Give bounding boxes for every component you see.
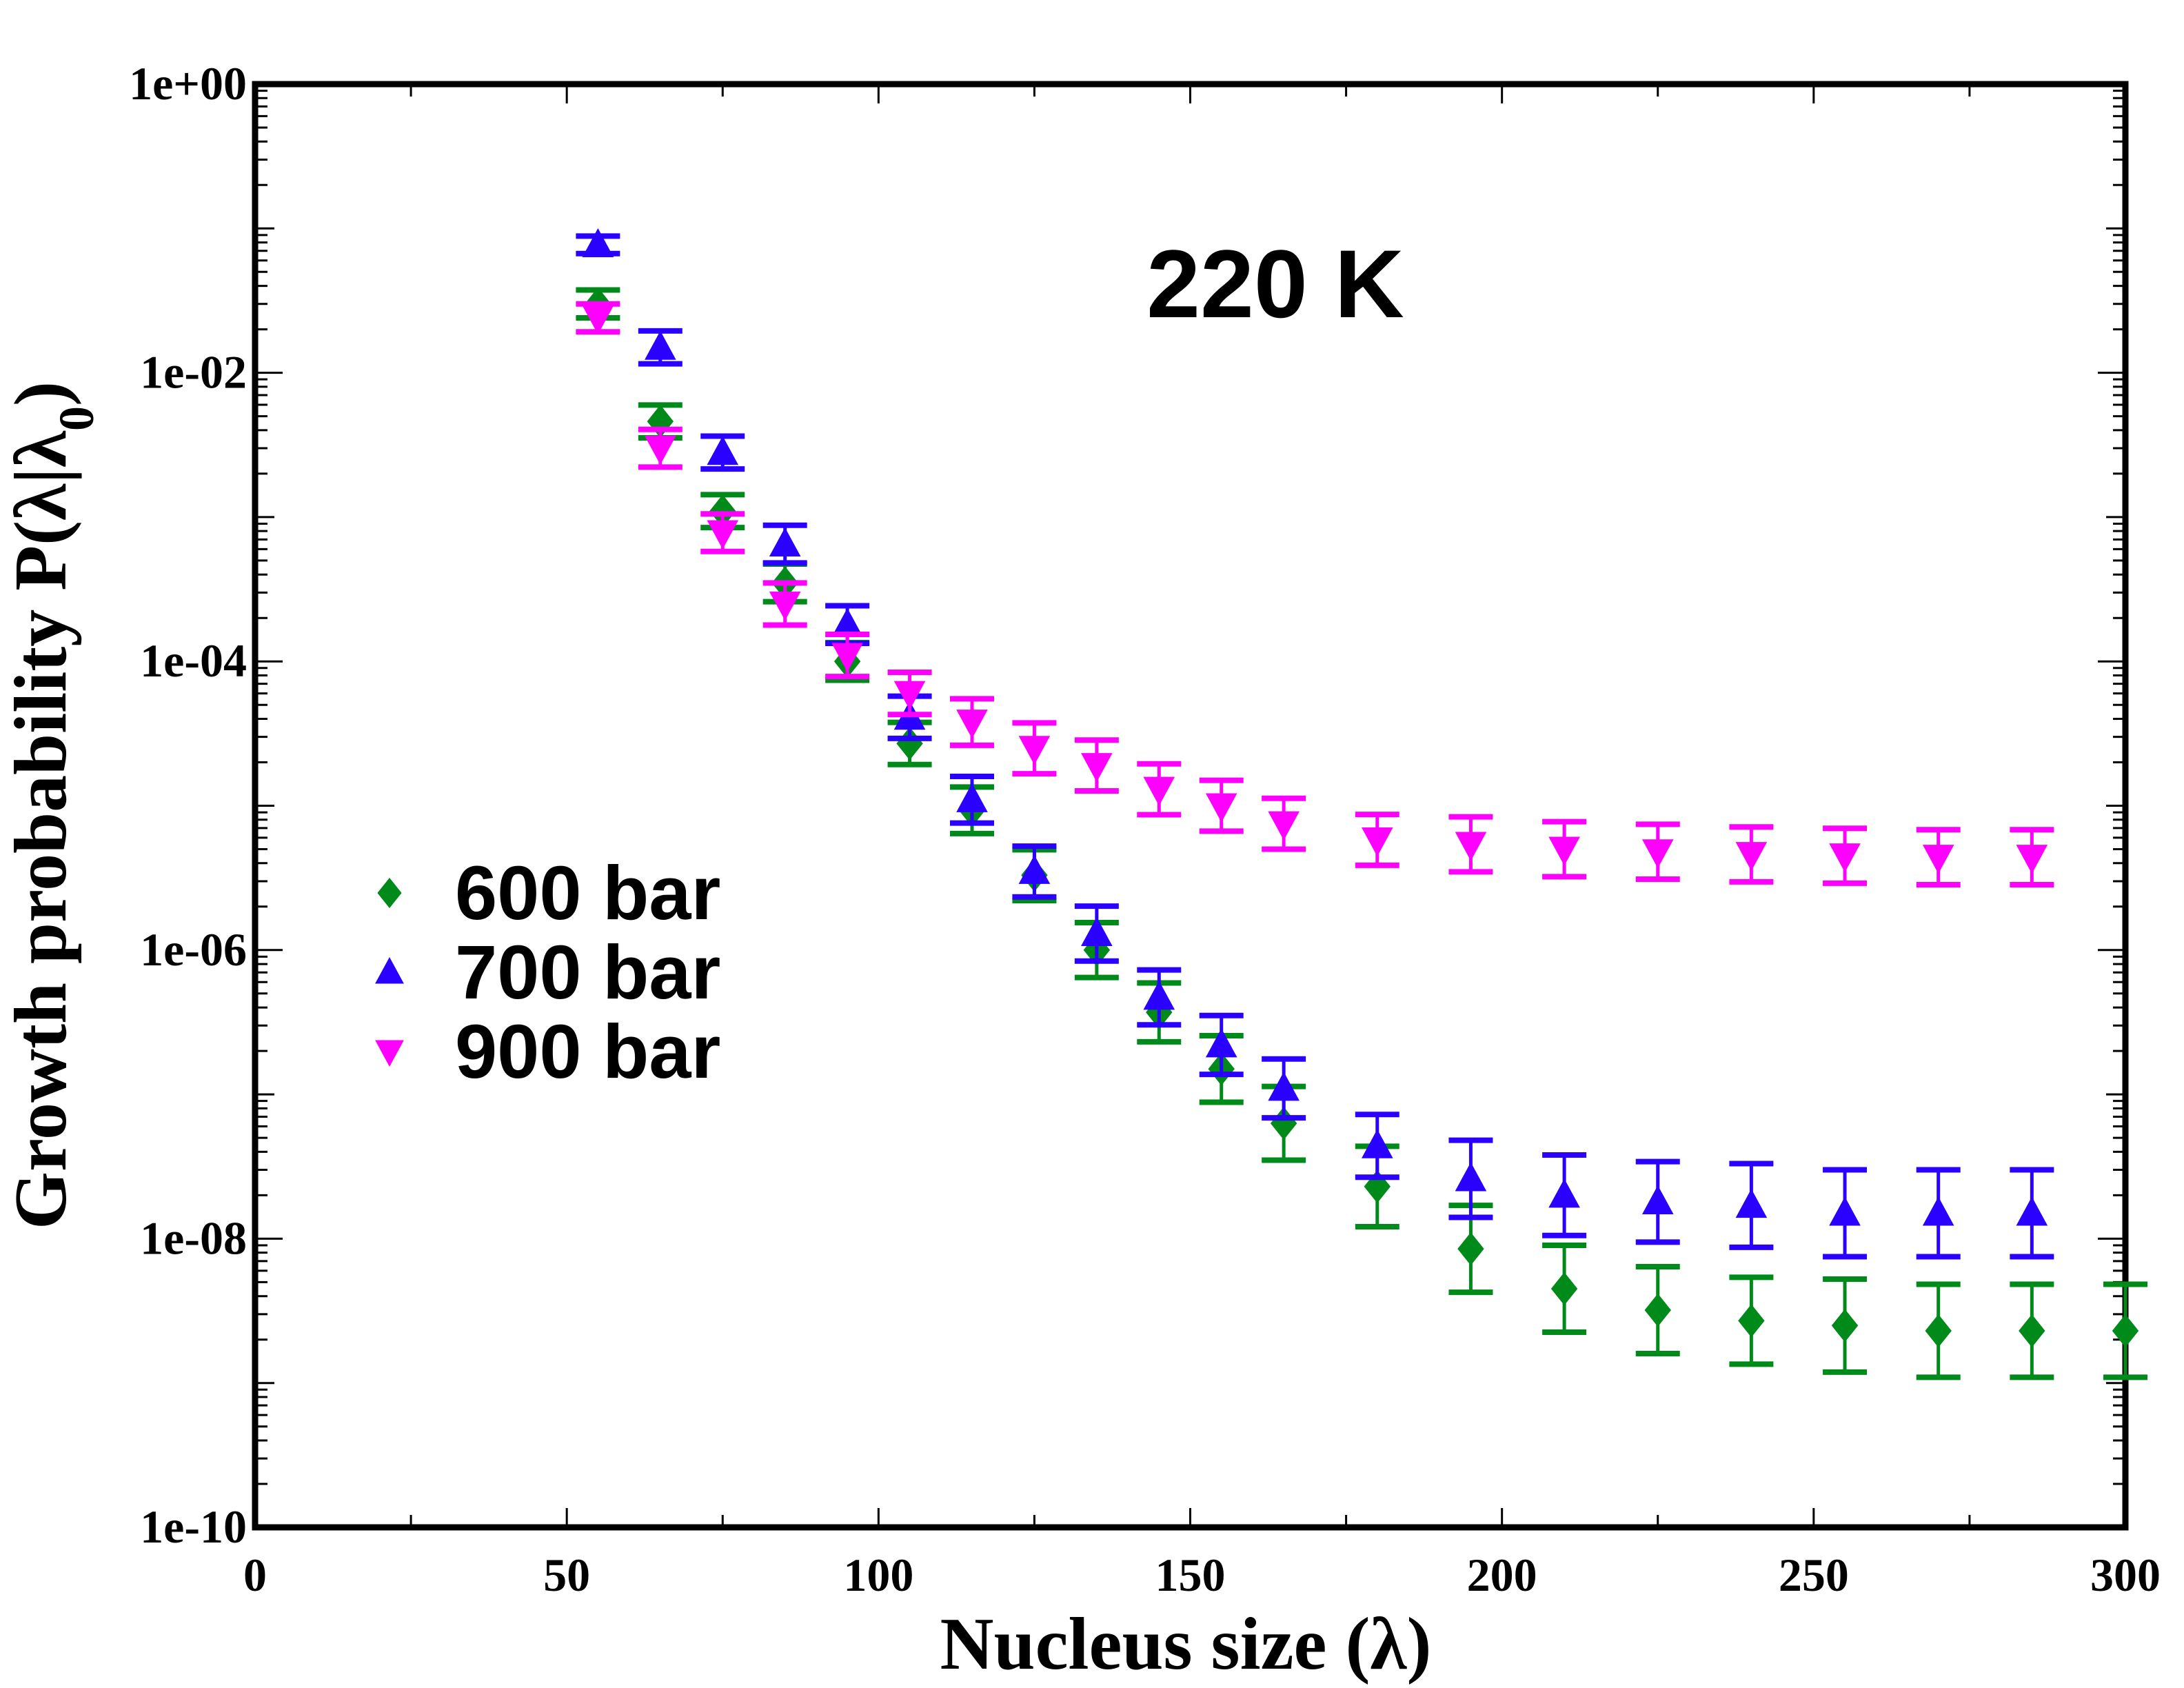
y-axis-title-sub: 0 (49, 406, 104, 431)
data-point (1548, 1178, 1580, 1208)
data-point (1641, 839, 1674, 869)
y-tick-label: 1e-08 (140, 1212, 247, 1264)
data-point (2019, 1314, 2045, 1347)
data-point (1829, 1196, 1861, 1226)
x-tick-label: 0 (243, 1549, 267, 1601)
data-point (1829, 843, 1861, 873)
y-tick-label: 1e+00 (129, 57, 247, 110)
data-point (1922, 1196, 1954, 1226)
data-point (1268, 811, 1300, 841)
y-tick-label: 1e-02 (140, 346, 247, 399)
data-point (1143, 981, 1175, 1010)
data-point (1550, 1272, 1578, 1305)
data-point (1143, 776, 1175, 806)
data-point (582, 228, 614, 258)
data-point (582, 305, 614, 335)
data-point (1831, 1309, 1859, 1343)
y-tick-label: 1e-04 (140, 634, 247, 687)
legend-marker (377, 878, 402, 908)
data-point (1644, 1293, 1671, 1327)
series-900-bar (576, 301, 2054, 887)
legend-marker (375, 1040, 404, 1067)
data-series (576, 228, 2147, 1380)
data-point (1457, 1232, 1484, 1266)
legend-marker (375, 957, 404, 984)
data-point (707, 520, 739, 550)
data-point (2016, 1196, 2048, 1226)
data-point (1205, 1028, 1237, 1058)
data-point (1018, 854, 1051, 884)
series-700-bar (576, 228, 2054, 1260)
data-point (1455, 1162, 1487, 1192)
x-tick-label: 50 (543, 1549, 590, 1601)
temperature-annotation: 220 K (1146, 230, 1404, 338)
data-point (1362, 1129, 1393, 1158)
data-point (1548, 836, 1580, 866)
legend-label: 600 bar (455, 851, 720, 936)
x-tick-label: 200 (1467, 1549, 1537, 1601)
y-axis-title-end: ) (0, 381, 82, 406)
data-point (956, 783, 988, 812)
data-point (1268, 1072, 1300, 1101)
legend-label: 900 bar (455, 1009, 720, 1094)
y-tick-label: 1e-10 (140, 1500, 247, 1553)
data-point (896, 727, 923, 761)
data-point (831, 643, 863, 672)
x-tick-label: 250 (1779, 1549, 1849, 1601)
axis-tick-labels: 0 50 100 150 200 250 300 1e+00 1e-02 1e-04 1e-06 1e… (129, 57, 2161, 1601)
data-point (1738, 1304, 1765, 1338)
data-point (769, 591, 801, 621)
y-axis-title-main: Growth probability P(λ|λ (0, 430, 82, 1229)
data-point (1205, 793, 1237, 823)
data-point (1735, 842, 1768, 872)
data-point (1270, 1107, 1297, 1141)
x-tick-label: 100 (843, 1549, 913, 1601)
data-point (769, 528, 801, 557)
data-point (1018, 736, 1051, 765)
x-axis-title: Nucleus size (λ) (940, 1603, 1432, 1685)
x-tick-label: 300 (2090, 1549, 2161, 1601)
data-point (956, 710, 988, 739)
data-point (1362, 827, 1393, 857)
data-point (893, 681, 926, 710)
data-point (1081, 916, 1113, 946)
data-point (1735, 1189, 1768, 1218)
data-point (2016, 845, 2048, 874)
data-point (1081, 753, 1113, 783)
axis-ticks (254, 83, 2127, 1529)
data-point (1925, 1314, 1952, 1347)
x-tick-label: 150 (1155, 1549, 1226, 1601)
y-axis-title: Growth probability P(λ|λ0) (0, 381, 104, 1229)
data-point (645, 436, 676, 465)
data-point (1641, 1185, 1674, 1214)
data-point (831, 607, 863, 637)
data-point (645, 330, 676, 360)
legend-label: 700 bar (455, 930, 720, 1015)
data-point (1455, 832, 1487, 861)
y-tick-label: 1e-06 (140, 923, 247, 976)
series-600-bar (576, 287, 2147, 1380)
data-point (1922, 845, 1954, 874)
data-point (2112, 1314, 2139, 1347)
data-point (707, 436, 739, 465)
